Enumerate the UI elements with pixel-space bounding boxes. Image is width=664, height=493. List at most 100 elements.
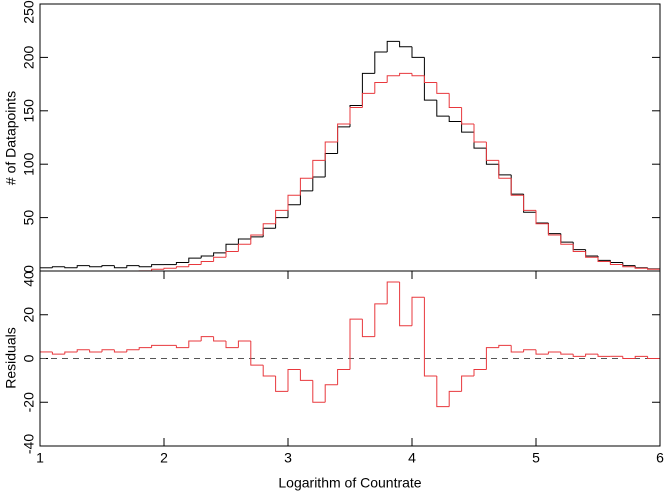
y-axis-title: Residuals bbox=[3, 327, 19, 388]
histogram-step bbox=[585, 251, 598, 258]
x-tick-label: 5 bbox=[532, 450, 540, 466]
histogram-step bbox=[225, 243, 239, 253]
y-tick-label: 100 bbox=[21, 152, 37, 176]
histogram-step bbox=[349, 318, 363, 370]
histogram-step bbox=[572, 354, 586, 357]
histogram-step bbox=[275, 209, 288, 224]
histogram-step bbox=[200, 260, 214, 265]
histogram-step bbox=[535, 212, 549, 224]
histogram-step bbox=[448, 93, 462, 108]
histogram-step bbox=[188, 263, 202, 267]
histogram-step bbox=[547, 351, 561, 355]
histogram-step bbox=[498, 344, 512, 348]
histogram-step bbox=[374, 51, 388, 74]
y-tick-label: 150 bbox=[21, 99, 37, 123]
histogram-step bbox=[188, 340, 202, 348]
histogram-step bbox=[560, 351, 574, 355]
histogram-step bbox=[213, 336, 226, 342]
histogram-step bbox=[634, 265, 648, 269]
histogram-step bbox=[597, 256, 611, 261]
histogram-step bbox=[411, 296, 425, 326]
histogram-step bbox=[423, 75, 437, 83]
histogram-step bbox=[225, 251, 239, 258]
histogram-step bbox=[312, 159, 326, 179]
histogram-step bbox=[461, 375, 474, 392]
histogram-step bbox=[299, 177, 313, 196]
histogram-step bbox=[622, 262, 636, 267]
histogram-step bbox=[51, 266, 65, 268]
histogram-step bbox=[560, 235, 574, 245]
histogram-step bbox=[547, 223, 561, 236]
y-tick-label: 0 bbox=[21, 265, 37, 273]
histogram-step bbox=[361, 319, 375, 338]
histogram-step bbox=[411, 46, 425, 58]
histogram-step bbox=[461, 107, 474, 125]
histogram-step bbox=[510, 345, 524, 353]
histogram-step bbox=[250, 236, 264, 239]
histogram-step bbox=[448, 116, 462, 122]
histogram-step bbox=[485, 141, 499, 161]
histogram-step bbox=[324, 153, 338, 178]
plot-frame bbox=[39, 270, 661, 447]
histogram-step bbox=[250, 341, 264, 366]
y-tick-label: 250 bbox=[21, 0, 37, 24]
histogram-step bbox=[423, 297, 437, 377]
histogram-step bbox=[299, 190, 313, 205]
histogram-step bbox=[523, 194, 536, 213]
histogram-step bbox=[275, 376, 288, 392]
histogram-step bbox=[299, 369, 313, 381]
histogram-step bbox=[535, 210, 549, 225]
histogram-step bbox=[163, 267, 177, 270]
histogram-step bbox=[622, 264, 636, 268]
histogram-step bbox=[498, 160, 512, 179]
x-tick-label: 1 bbox=[36, 450, 44, 466]
y-tick-label: 40 bbox=[21, 271, 37, 287]
histogram-step bbox=[337, 123, 350, 142]
histogram-step bbox=[473, 132, 487, 149]
histogram-step bbox=[175, 266, 189, 269]
histogram-step bbox=[448, 390, 462, 407]
histogram-step bbox=[386, 75, 400, 83]
y-tick-label: 50 bbox=[21, 210, 37, 226]
histogram-step bbox=[423, 57, 437, 101]
histogram-step bbox=[361, 92, 375, 108]
x-tick-label: 2 bbox=[160, 450, 168, 466]
histogram-step bbox=[473, 368, 487, 376]
histogram-step bbox=[485, 148, 499, 165]
histogram-step bbox=[262, 227, 276, 237]
histogram-step bbox=[572, 242, 586, 251]
y-axis-title: # of Datapoints bbox=[3, 91, 19, 185]
histogram-step bbox=[597, 354, 611, 357]
histogram-step bbox=[572, 244, 586, 253]
histogram-step bbox=[647, 356, 660, 359]
histogram-step bbox=[151, 268, 164, 271]
histogram-step bbox=[535, 349, 549, 355]
histogram-step bbox=[200, 255, 214, 259]
histogram-step bbox=[262, 223, 276, 236]
histogram-step bbox=[237, 340, 251, 348]
histogram-step bbox=[324, 384, 338, 403]
histogram-step bbox=[609, 261, 623, 265]
histogram-step bbox=[436, 376, 450, 408]
histogram-step bbox=[76, 265, 90, 268]
histogram-step bbox=[436, 82, 450, 94]
histogram-step bbox=[188, 257, 202, 263]
histogram-step bbox=[287, 194, 301, 211]
histogram-step bbox=[523, 349, 536, 352]
histogram-step bbox=[547, 222, 561, 235]
x-tick-label: 3 bbox=[284, 450, 292, 466]
histogram-step bbox=[76, 349, 90, 352]
histogram-step bbox=[89, 265, 102, 268]
histogram-step bbox=[312, 380, 326, 403]
histogram-step bbox=[349, 106, 363, 125]
histogram-step bbox=[498, 164, 512, 176]
histogram-step bbox=[225, 341, 239, 349]
histogram-step bbox=[126, 349, 140, 352]
x-axis-title: Logarithm of Countrate bbox=[278, 475, 421, 491]
histogram-step bbox=[312, 176, 326, 191]
histogram-step bbox=[89, 349, 102, 353]
histogram-step bbox=[138, 347, 152, 350]
histogram-step bbox=[399, 281, 412, 327]
x-tick-label: 4 bbox=[408, 450, 416, 466]
